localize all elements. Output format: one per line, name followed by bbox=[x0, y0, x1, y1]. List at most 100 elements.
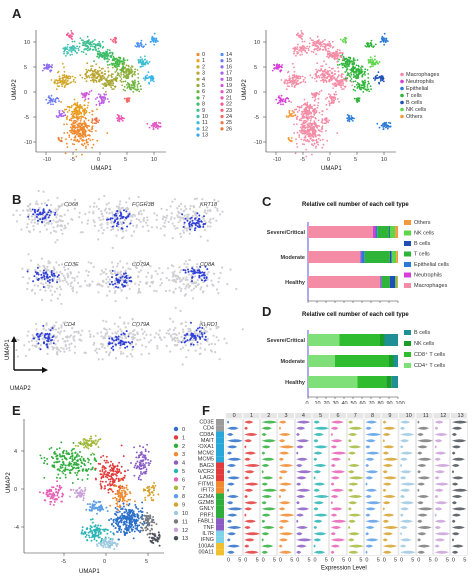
umap-a-right-point bbox=[306, 131, 308, 134]
umap-a-right-point bbox=[304, 139, 306, 141]
gene-panel-expr-point bbox=[38, 212, 41, 215]
umap-a-right-point bbox=[329, 45, 332, 48]
gene-panel-point bbox=[108, 208, 112, 211]
umap-a-left-point bbox=[76, 101, 79, 104]
umap-a-left-point bbox=[58, 111, 61, 114]
umap-a-left-point bbox=[76, 105, 79, 108]
gene-panel-point bbox=[128, 197, 131, 200]
umap-a-left-point bbox=[111, 52, 114, 55]
umap-a-left-point bbox=[68, 119, 71, 122]
gene-panel-expr-point bbox=[43, 278, 46, 280]
umap-a-right-point bbox=[294, 48, 296, 51]
gene-panel-expr-point bbox=[51, 327, 54, 330]
gene-panel-point bbox=[109, 269, 112, 272]
umap-a-right-point bbox=[300, 119, 303, 122]
gene-panel-point bbox=[137, 195, 140, 199]
umap-a-left-point bbox=[82, 41, 84, 44]
umap-a-right-point bbox=[332, 87, 334, 89]
gene-panel-point bbox=[210, 342, 213, 345]
gene-panel-point bbox=[173, 270, 176, 273]
svgC-legend-label: Epithelial cells bbox=[414, 262, 449, 268]
umap-a-right-point bbox=[338, 63, 341, 66]
svgC-category-label: Severe/Critical bbox=[267, 230, 306, 236]
gene-panel-point bbox=[107, 202, 110, 205]
gene-panel-point bbox=[121, 230, 125, 233]
umap-a-left-point bbox=[72, 103, 75, 106]
umap-e-point bbox=[141, 501, 144, 504]
gene-panel-point bbox=[32, 228, 35, 231]
gene-panel-point bbox=[132, 333, 135, 336]
umap-e-ytick-label: 4 bbox=[14, 449, 17, 455]
umap-a-right-point bbox=[374, 55, 376, 58]
gene-panel-point bbox=[121, 222, 124, 225]
umap-a-right-point bbox=[295, 54, 297, 57]
umap-a-right-point bbox=[342, 41, 345, 43]
umap-a-right-point bbox=[374, 63, 377, 66]
gene-panel-point bbox=[140, 353, 143, 356]
umap-a-left-point bbox=[152, 39, 154, 42]
umap-a-right-point bbox=[335, 51, 338, 53]
umap-e-point bbox=[125, 519, 128, 521]
umap-a-right-point bbox=[288, 85, 290, 88]
umap-a-left-point bbox=[120, 72, 122, 74]
gene-panel-point bbox=[126, 262, 129, 265]
umap-a-left-point bbox=[136, 43, 139, 46]
umap-a-right-point bbox=[312, 110, 314, 112]
umap-a-right-point bbox=[368, 60, 370, 63]
umap-a-left-point bbox=[87, 75, 90, 77]
gene-title-CD3E: CD3E bbox=[64, 262, 79, 268]
gene-panel-point bbox=[131, 335, 135, 338]
umap-a-right-point bbox=[349, 61, 351, 63]
umap-a-right-point bbox=[308, 132, 311, 135]
gene-panel-point bbox=[152, 280, 155, 283]
gene-panel-expr-point bbox=[108, 283, 111, 286]
umap-a-left-point bbox=[72, 130, 75, 133]
umap-a-left-xlabel: UMAP1 bbox=[91, 166, 112, 172]
umap-a-left-point bbox=[48, 95, 50, 97]
gene-panel-point bbox=[143, 337, 146, 340]
gene-panel-point bbox=[141, 265, 144, 268]
umap-a-left-point bbox=[54, 79, 56, 81]
umap-a-right-point bbox=[301, 33, 303, 35]
umap-a-left-point bbox=[123, 117, 125, 120]
gene-panel-point bbox=[203, 327, 206, 331]
umap-a-right-point bbox=[300, 129, 303, 132]
umap-a-left-point bbox=[106, 98, 109, 100]
umap-a-left-point bbox=[97, 52, 99, 55]
umap-a-left-point bbox=[101, 56, 104, 59]
gene-panel-point bbox=[106, 344, 109, 347]
gene-panel-point bbox=[178, 332, 181, 335]
umap-a-right-point bbox=[380, 40, 382, 43]
gene-panel-point bbox=[39, 344, 43, 347]
gene-panel-point bbox=[52, 269, 55, 272]
umap-a-left-point bbox=[70, 50, 72, 52]
umap-a-right-point bbox=[333, 76, 336, 79]
umap-a-right-point bbox=[355, 64, 358, 67]
umap-a-left-point bbox=[107, 70, 110, 73]
gene-panel-expr-point bbox=[112, 283, 114, 286]
umap-a-left-point bbox=[142, 65, 144, 67]
umap-a-right-point bbox=[336, 76, 339, 78]
umap-a-left-point bbox=[71, 104, 73, 107]
umap-a-left-point bbox=[82, 133, 85, 136]
cluster-legend-label: 21 bbox=[226, 95, 232, 101]
gene-panel-point bbox=[118, 316, 122, 319]
umap-a-right-point bbox=[345, 76, 347, 79]
svgD-xtick-label: 90 bbox=[387, 401, 393, 404]
umap-a-right-point bbox=[332, 102, 335, 104]
umap-a-left-point bbox=[70, 35, 73, 38]
cluster-legend-swatch bbox=[220, 127, 224, 131]
gene-panel-point bbox=[212, 272, 216, 275]
umap-a-left-point bbox=[74, 121, 77, 124]
gene-panel-point bbox=[28, 277, 31, 280]
gene-panel-point bbox=[43, 224, 46, 227]
umap-a-right-point bbox=[315, 53, 317, 55]
gene-panel-point bbox=[199, 347, 202, 350]
gene-panel-point bbox=[131, 317, 134, 321]
umap-a-left-point bbox=[139, 59, 142, 62]
umap-a-right-point bbox=[333, 84, 335, 86]
gene-panel-point bbox=[106, 226, 109, 229]
umap-a-left-point bbox=[57, 70, 60, 73]
gene-panel-point bbox=[56, 287, 59, 290]
umap-a-right-xlabel: UMAP1 bbox=[321, 166, 342, 172]
